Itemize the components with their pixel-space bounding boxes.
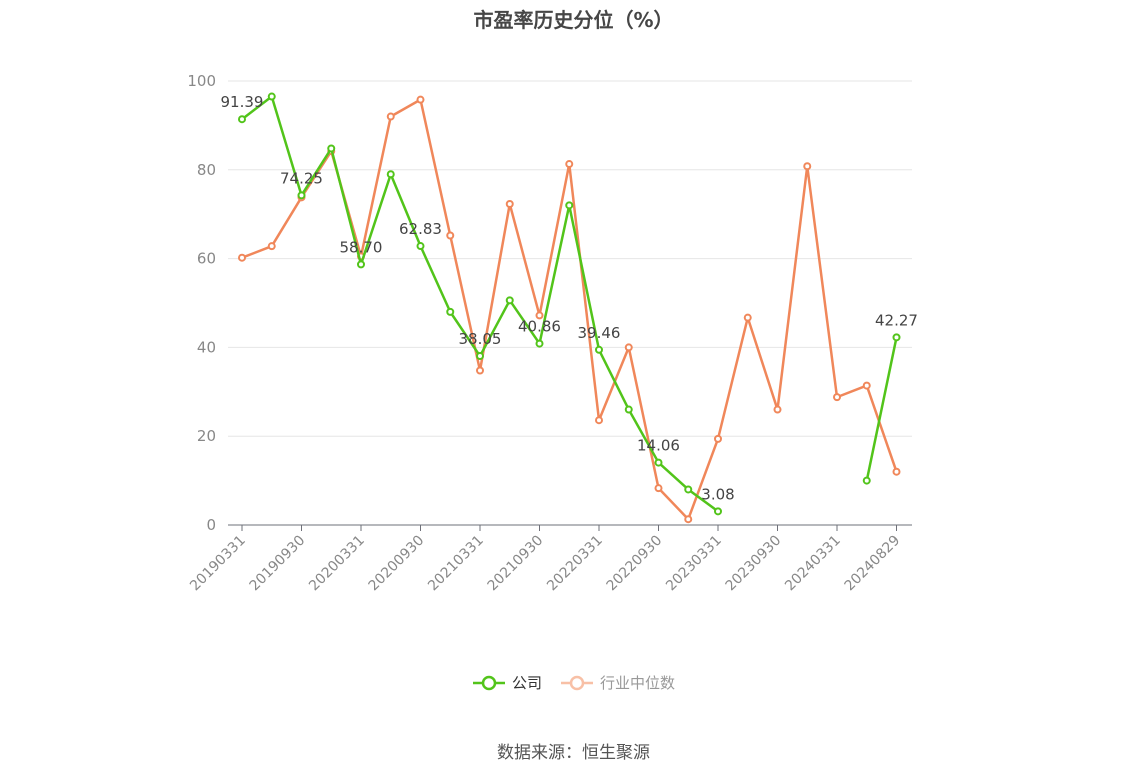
data-point[interactable]	[892, 333, 901, 342]
series-lines	[238, 92, 901, 524]
legend-industry-marker	[561, 675, 593, 690]
data-point[interactable]	[535, 339, 544, 348]
x-tick-label: 20210331	[425, 533, 487, 595]
data-point[interactable]	[386, 170, 395, 179]
y-tick-label: 20	[197, 427, 216, 445]
data-point[interactable]	[416, 242, 425, 251]
data-point[interactable]	[624, 405, 633, 414]
series-line	[865, 337, 898, 481]
data-point[interactable]	[714, 507, 722, 516]
x-tick-label: 20200331	[306, 533, 368, 595]
x-tick-label: 20240331	[782, 533, 844, 595]
source-note: 数据来源：恒生聚源	[497, 743, 650, 763]
data-point[interactable]	[624, 343, 633, 352]
grid-lines	[228, 80, 912, 437]
chart-title: 市盈率历史分位（%）	[473, 8, 674, 32]
x-tick-label: 20210930	[485, 533, 547, 595]
data-point[interactable]	[595, 416, 603, 425]
data-point[interactable]	[505, 296, 514, 305]
data-point[interactable]	[238, 253, 246, 262]
data-label: 74.25	[280, 169, 323, 187]
y-tick-label: 100	[187, 72, 216, 90]
data-point[interactable]	[654, 484, 663, 493]
x-tick-label: 20220331	[544, 533, 606, 595]
data-point[interactable]	[803, 162, 812, 171]
x-tick-label: 20190930	[247, 533, 309, 595]
legend-company-marker	[472, 675, 505, 690]
data-point[interactable]	[386, 112, 395, 121]
data-point[interactable]	[714, 434, 722, 443]
data-label: 58.70	[340, 238, 383, 256]
data-point[interactable]	[267, 92, 276, 101]
data-label: 3.08	[701, 485, 734, 503]
x-tick-label: 20220930	[604, 533, 666, 595]
data-point[interactable]	[833, 393, 841, 402]
data-point[interactable]	[595, 345, 603, 354]
data-point[interactable]	[267, 242, 276, 251]
legend: 公司 行业中位数	[0, 672, 1147, 693]
data-label: 40.86	[518, 318, 561, 336]
legend-item-industry[interactable]: 行业中位数	[560, 672, 675, 693]
y-tick-label: 0	[206, 516, 216, 534]
data-point[interactable]	[565, 201, 574, 210]
data-label: 62.83	[399, 220, 442, 238]
y-tick-label: 60	[197, 250, 216, 268]
data-point[interactable]	[238, 115, 246, 124]
y-tick-label: 80	[197, 161, 216, 179]
legend-item-company[interactable]: 公司	[472, 672, 542, 693]
x-axis: 2019033120190930202003312020093020210331…	[187, 524, 912, 595]
data-point[interactable]	[773, 405, 782, 414]
data-point[interactable]	[892, 467, 901, 476]
data-label: 14.06	[637, 437, 680, 455]
data-labels: 91.39 74.25 58.70 62.83 38.05 40.86 39.46 14.06…	[221, 93, 918, 503]
data-point[interactable]	[446, 231, 455, 240]
data-label: 38.05	[459, 330, 502, 348]
data-point[interactable]	[446, 307, 455, 316]
data-label: 42.27	[875, 311, 918, 329]
data-point[interactable]	[297, 191, 306, 200]
data-point[interactable]	[357, 260, 365, 269]
data-point[interactable]	[476, 366, 484, 375]
data-label: 39.46	[578, 324, 621, 342]
legend-company-label: 公司	[511, 674, 542, 692]
data-point[interactable]	[476, 352, 484, 361]
data-point[interactable]	[743, 313, 752, 322]
data-point[interactable]	[565, 160, 574, 169]
data-point[interactable]	[684, 485, 693, 494]
data-point[interactable]	[684, 515, 693, 524]
data-point[interactable]	[654, 458, 663, 467]
x-tick-label: 20190331	[187, 533, 249, 595]
data-point[interactable]	[862, 476, 871, 485]
data-point[interactable]	[535, 311, 544, 320]
y-tick-label: 40	[197, 338, 216, 356]
legend-industry-label: 行业中位数	[600, 674, 676, 692]
x-tick-label: 20240829	[842, 533, 904, 595]
x-tick-label: 20230331	[663, 533, 725, 595]
data-point[interactable]	[327, 144, 336, 153]
x-tick-label: 20230930	[723, 533, 785, 595]
data-point[interactable]	[416, 95, 425, 104]
data-label: 91.39	[221, 93, 264, 111]
x-tick-label: 20200930	[366, 533, 428, 595]
data-point[interactable]	[862, 381, 871, 390]
data-point[interactable]	[505, 199, 514, 208]
y-axis: 0 20 40 60 80 100	[187, 72, 216, 534]
